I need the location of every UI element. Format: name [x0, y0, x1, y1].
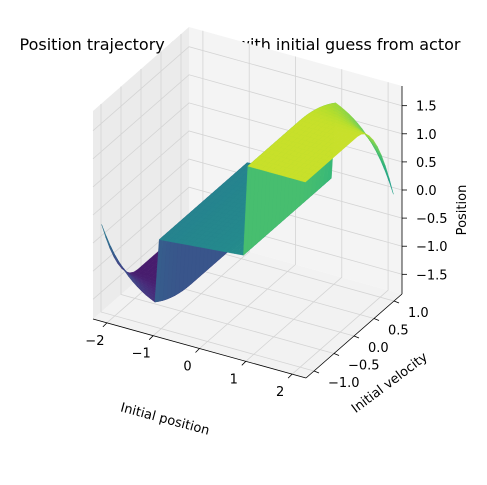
y-tick-label: 0.5: [388, 324, 409, 339]
z-tick-label: 0.0: [416, 184, 437, 199]
z-tick-label: −1.0: [416, 240, 448, 255]
surface: [101, 102, 394, 303]
y-tick-mark: [393, 300, 400, 304]
y-tick-label: 1.0: [408, 306, 429, 321]
y-tick-mark: [333, 353, 340, 356]
x-tick-mark: [148, 335, 154, 340]
z-tick-label: 0.5: [416, 156, 437, 171]
x-tick-mark: [287, 373, 293, 379]
y-tick-label: 0.0: [368, 341, 389, 356]
y-tick-mark: [353, 335, 360, 339]
surface-patch: [300, 177, 310, 183]
y-tick-mark: [313, 370, 320, 374]
x-tick-mark: [102, 322, 108, 328]
z-axis-label: Position: [455, 185, 470, 236]
tick-labels: −2 −1 0 1 2 −1.0 −0.5 0.0 0.5 1.0 −1.5 −1.0 −0.5 0.0 0…: [85, 100, 447, 400]
gridline-y: [100, 104, 315, 372]
x-tick-mark: [241, 361, 247, 366]
x-axis-label: Initial position: [119, 401, 211, 439]
y-tick-label: −0.5: [348, 359, 380, 374]
x-tick-label: 2: [276, 385, 284, 400]
y-tick-mark: [373, 318, 380, 321]
z-tick-label: 1.0: [416, 128, 437, 143]
x-tick-mark: [195, 348, 200, 353]
x-tick-label: −1: [132, 347, 151, 362]
gridline-z: [92, 158, 403, 244]
x-tick-label: 0: [183, 360, 191, 375]
gridline-x: [152, 43, 250, 337]
gridline-z: [92, 186, 403, 272]
z-tick-label: −1.5: [416, 268, 448, 283]
z-tick-label: −0.5: [416, 212, 448, 227]
gridline-z: [92, 46, 403, 132]
y-tick-label: −1.0: [328, 376, 360, 391]
gridline-y: [120, 86, 335, 354]
gridline-x: [291, 82, 389, 375]
z-tick-label: 1.5: [416, 100, 437, 115]
x-tick-label: 1: [230, 372, 238, 387]
x-tick-label: −2: [85, 334, 104, 349]
